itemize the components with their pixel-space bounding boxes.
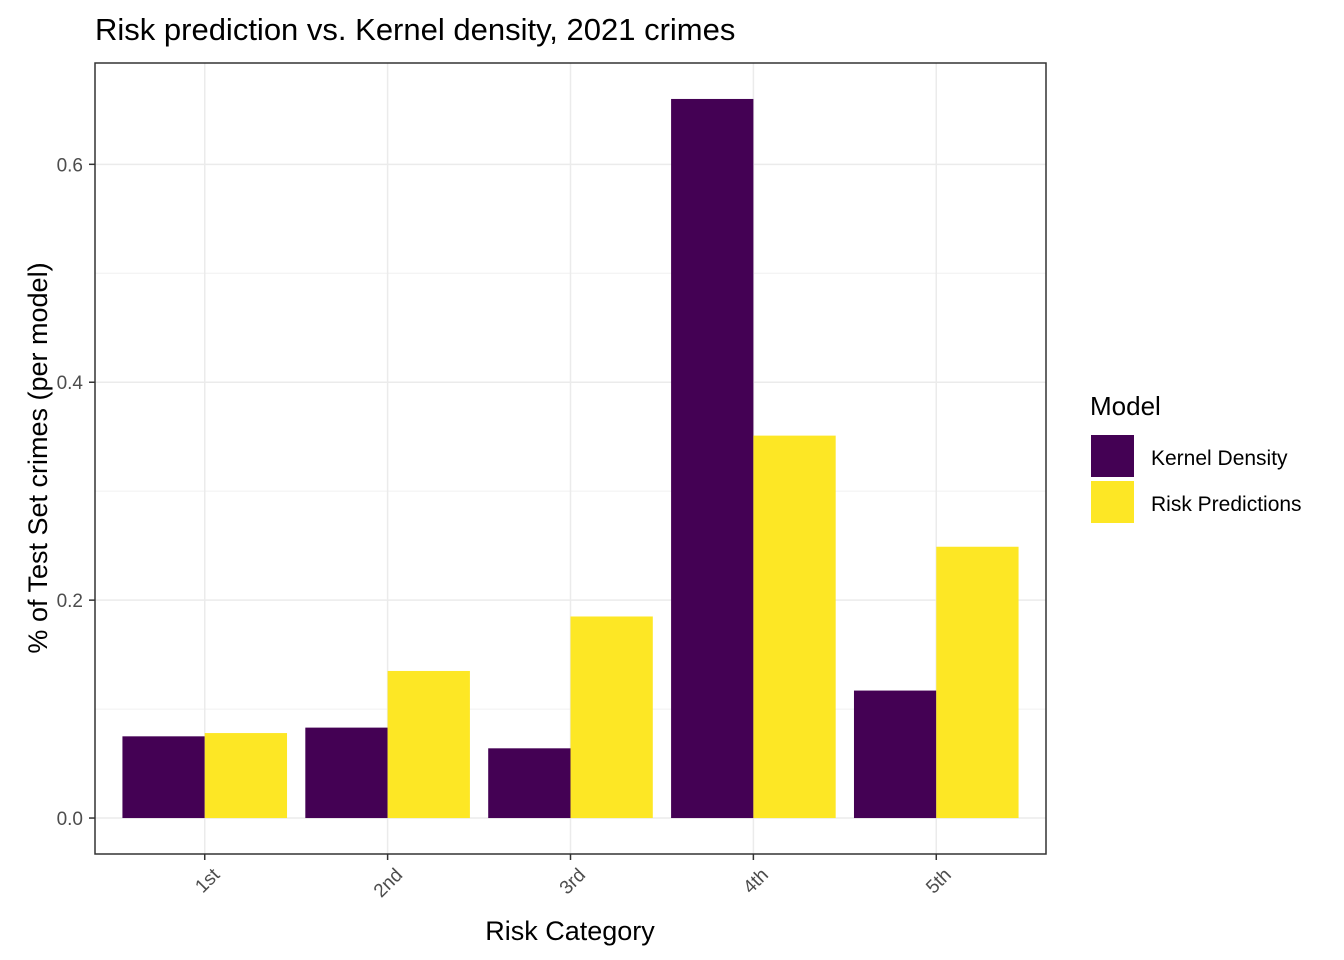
x-tick-label: 1st	[191, 864, 224, 897]
x-tick-label: 3rd	[556, 865, 590, 899]
legend-title: Model	[1090, 391, 1161, 421]
bar-kernel-density-5th	[853, 690, 937, 819]
x-tick-label: 2nd	[370, 865, 407, 902]
x-axis-title: Risk Category	[485, 916, 655, 946]
bars	[122, 98, 1019, 819]
bar-kernel-density-1st	[122, 736, 205, 819]
x-tick-label: 5th	[922, 865, 956, 899]
y-tick-label: 0.6	[57, 155, 83, 176]
bar-risk-predictions-3rd	[570, 616, 653, 819]
legend: Model Kernel Density Risk Predictions	[1090, 391, 1302, 523]
bar-kernel-density-3rd	[488, 748, 571, 819]
y-tick-label: 0.0	[57, 809, 83, 830]
chart-title: Risk prediction vs. Kernel density, 2021…	[95, 12, 735, 47]
y-tick-label: 0.4	[57, 373, 84, 394]
bar-kernel-density-4th	[671, 98, 754, 819]
y-axis-title: % of Test Set crimes (per model)	[23, 262, 53, 653]
bar-risk-predictions-5th	[936, 546, 1019, 819]
bar-risk-predictions-4th	[753, 435, 836, 819]
y-tick-label: 0.2	[57, 591, 83, 612]
legend-label-kernel-density: Kernel Density	[1151, 447, 1288, 470]
x-tick-label: 4th	[739, 865, 773, 899]
legend-label-risk-predictions: Risk Predictions	[1151, 493, 1302, 516]
bar-kernel-density-2nd	[305, 727, 388, 819]
bar-risk-predictions-2nd	[387, 670, 470, 819]
legend-swatch-risk-predictions	[1091, 481, 1134, 523]
legend-swatch-kernel-density	[1091, 435, 1134, 477]
bar-risk-predictions-1st	[204, 733, 288, 819]
